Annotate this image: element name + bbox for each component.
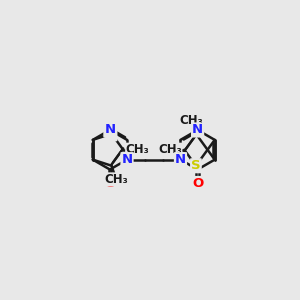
Text: N: N: [122, 153, 133, 166]
Text: N: N: [192, 124, 203, 136]
Text: N: N: [175, 153, 186, 166]
Text: CH₃: CH₃: [158, 143, 182, 156]
Text: S: S: [191, 159, 201, 172]
Text: CH₃: CH₃: [180, 114, 203, 127]
Text: N: N: [104, 124, 116, 136]
Text: O: O: [104, 177, 116, 190]
Text: CH₃: CH₃: [126, 143, 149, 156]
Text: S: S: [107, 127, 116, 140]
Text: O: O: [192, 177, 203, 190]
Text: CH₃: CH₃: [104, 173, 128, 186]
